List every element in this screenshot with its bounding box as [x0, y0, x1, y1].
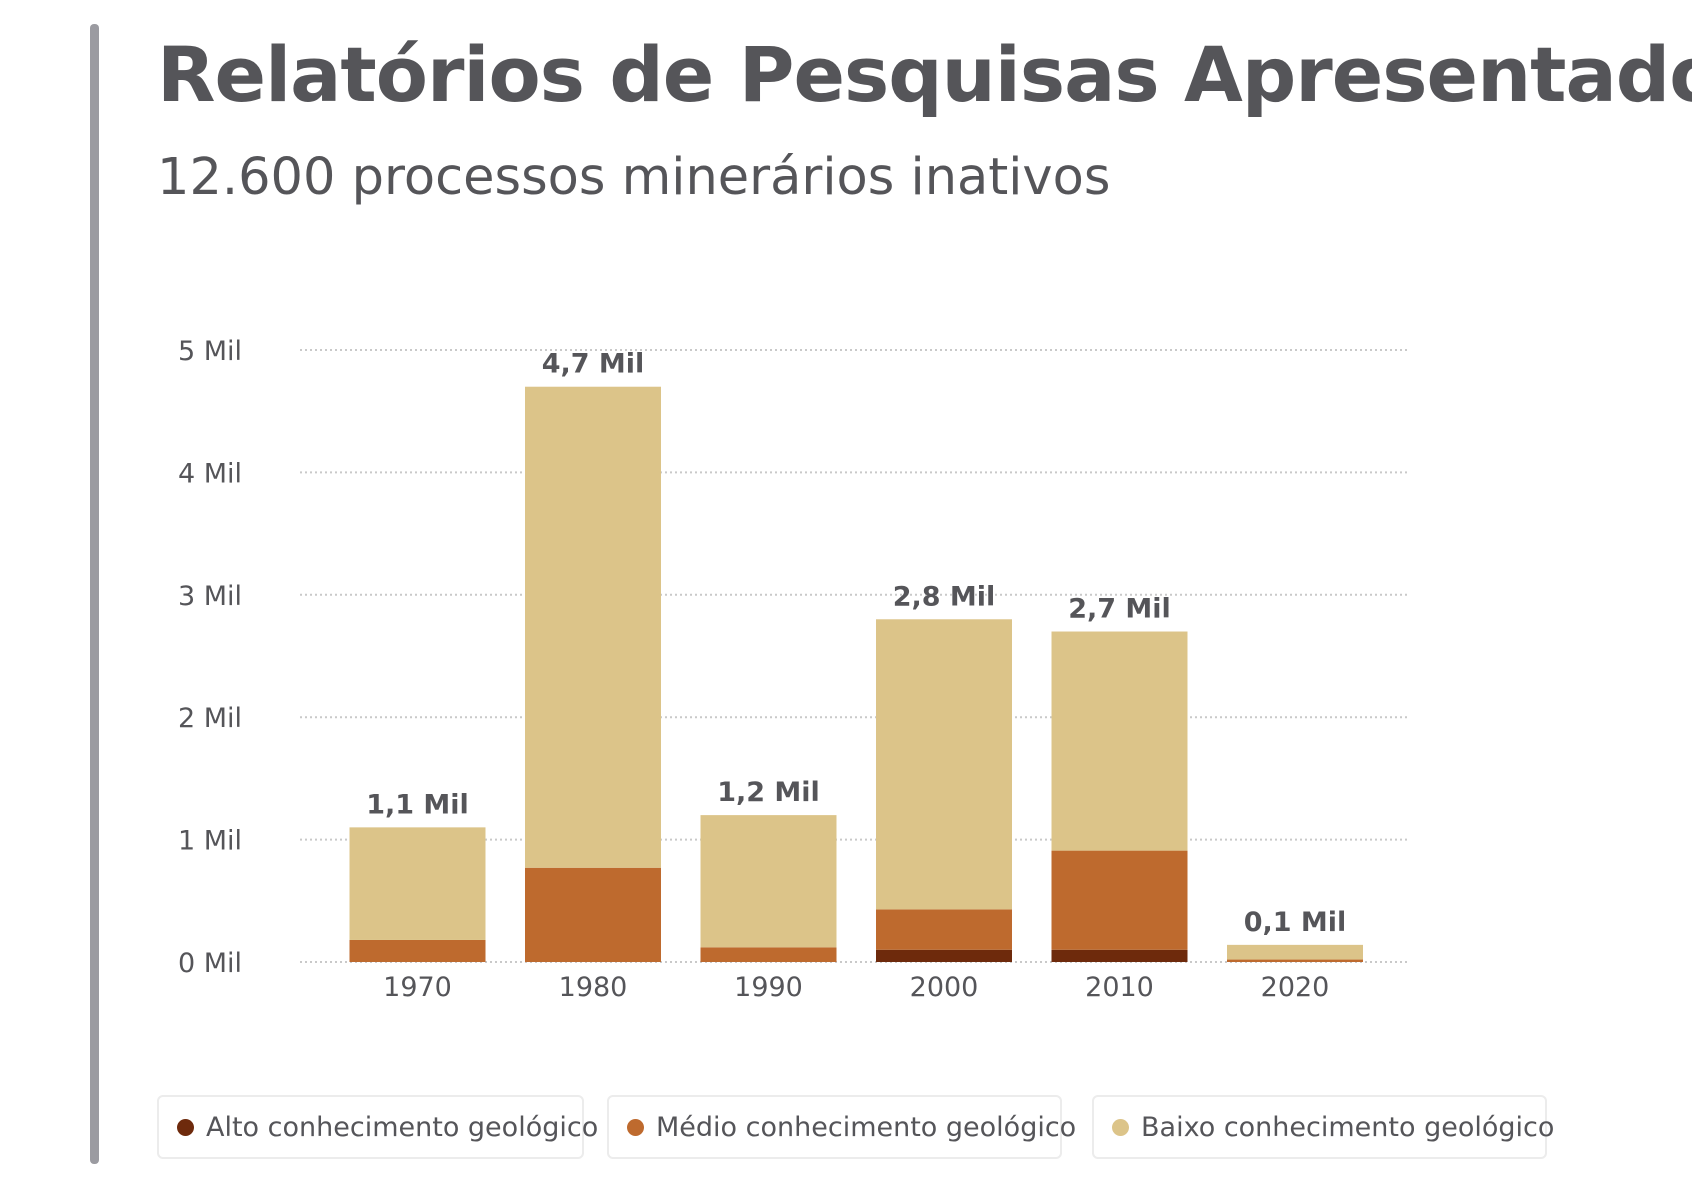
y-tick-label: 4 Mil [178, 458, 242, 489]
bar-segment-alto [1051, 949, 1188, 962]
bar-segment-baixo [700, 815, 837, 948]
bar-segment-baixo [525, 386, 661, 868]
x-tick-label: 1990 [734, 972, 803, 1003]
x-tick-label: 2010 [1085, 972, 1154, 1003]
bar-total-label: 2,7 Mil [1068, 594, 1171, 625]
bar-segment-baixo [1227, 944, 1363, 960]
accent-side-bar [90, 24, 99, 1164]
bar-total-label: 2,8 Mil [893, 581, 996, 612]
bar-total-label: 1,1 Mil [366, 789, 469, 820]
bar-segment-baixo [1051, 631, 1188, 851]
x-tick-label: 2020 [1261, 972, 1330, 1003]
legend-label-baixo: Baixo conhecimento geológico [1141, 1111, 1555, 1143]
y-tick-label: 2 Mil [178, 703, 242, 734]
bar-segment-medio [525, 867, 661, 962]
x-tick-label: 1980 [559, 972, 628, 1003]
bar-total-label: 1,2 Mil [717, 777, 820, 808]
y-tick-label: 1 Mil [178, 826, 242, 857]
legend-label-alto: Alto conhecimento geológico [206, 1111, 599, 1143]
y-tick-label: 0 Mil [178, 948, 242, 979]
bar-segment-medio [1227, 959, 1363, 962]
bar-segment-medio [349, 939, 486, 962]
legend-swatch-medio [627, 1118, 644, 1136]
bar-segment-alto [876, 949, 1012, 962]
y-tick-label: 5 Mil [178, 336, 242, 367]
bar-segment-medio [700, 947, 837, 962]
bar-total-label: 0,1 Mil [1244, 907, 1347, 938]
legend-swatch-alto [177, 1118, 194, 1136]
x-tick-label: 1970 [383, 972, 452, 1003]
legend-item-medio: Médio conhecimento geológico [607, 1095, 1076, 1159]
bar-segment-medio [1051, 850, 1188, 950]
bar-segment-baixo [349, 827, 486, 940]
chart-subtitle: 12.600 processos minerários inativos [157, 148, 1111, 207]
chart-title: Relatórios de Pesquisas Apresentados [157, 30, 1692, 119]
legend-item-baixo: Baixo conhecimento geológico [1092, 1095, 1554, 1159]
bar-total-label: 4,7 Mil [542, 349, 645, 380]
bar-segment-baixo [876, 619, 1012, 910]
legend-item-alto: Alto conhecimento geológico [157, 1095, 598, 1159]
bar-segment-medio [876, 909, 1012, 950]
legend-swatch-baixo [1112, 1118, 1129, 1136]
legend-label-medio: Médio conhecimento geológico [656, 1111, 1077, 1143]
y-tick-label: 3 Mil [178, 581, 242, 612]
x-tick-label: 2000 [910, 972, 979, 1003]
